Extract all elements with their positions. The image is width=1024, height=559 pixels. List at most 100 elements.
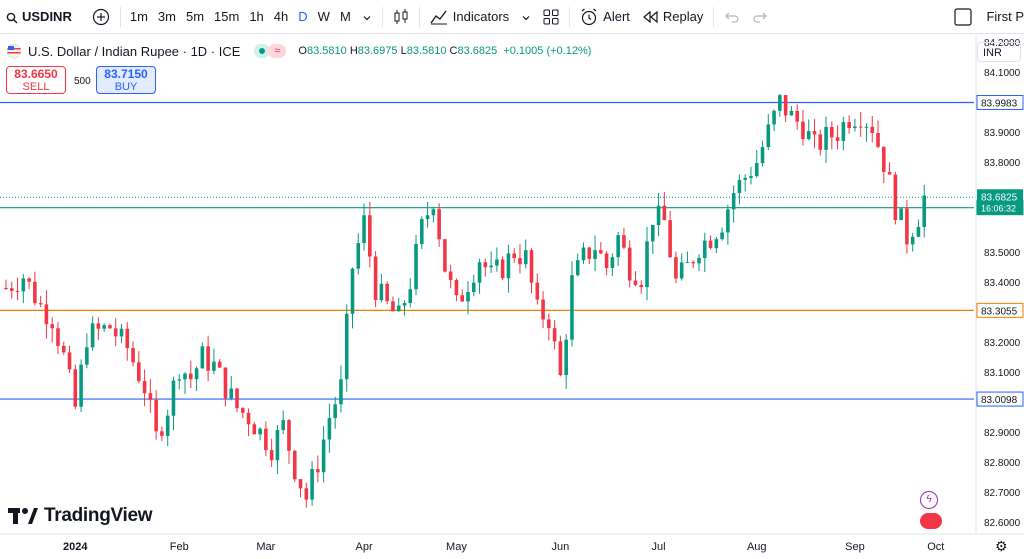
time-tick-label: Sep xyxy=(845,541,865,553)
candle-body xyxy=(443,239,447,272)
candle-body xyxy=(108,325,112,329)
interval-dropdown[interactable] xyxy=(356,0,378,34)
candle-body xyxy=(754,163,759,177)
time-tick-label: Jun xyxy=(552,541,570,553)
candle-body xyxy=(44,304,49,325)
top-toolbar: USDINR 1m 3m 5m 15m 1h 4h D W M Indicators xyxy=(0,0,1024,34)
sell-button[interactable]: 83.6650 SELL xyxy=(6,66,66,94)
spread-value: 500 xyxy=(74,76,91,87)
time-tick-label: Jul xyxy=(652,541,666,553)
interval-3m[interactable]: 3m xyxy=(157,9,176,24)
indicators-dropdown[interactable] xyxy=(515,0,537,34)
buy-button[interactable]: 83.7150 BUY xyxy=(96,66,156,94)
candle-body xyxy=(616,235,620,258)
time-tick-label: Aug xyxy=(747,541,767,553)
price-tick-label: 83.8000 xyxy=(984,158,1021,169)
candle-body xyxy=(887,171,892,175)
candle-body xyxy=(627,247,632,281)
time-tick-label: May xyxy=(446,541,467,553)
price-tick-label: 84.2000 xyxy=(984,38,1021,49)
interval-D[interactable]: D xyxy=(298,9,308,24)
candle-body xyxy=(287,420,291,451)
series-title[interactable]: U.S. Dollar / Indian Rupee · 1D · ICE xyxy=(28,43,241,59)
candle-body xyxy=(893,174,898,221)
candle-body xyxy=(864,126,869,128)
indicators-button[interactable]: Indicators xyxy=(424,0,515,34)
candle-body xyxy=(685,262,690,264)
candle-body xyxy=(38,303,43,305)
flash-icon[interactable]: ϟ xyxy=(920,491,938,509)
ohlc-values: O83.5810 H83.6975 L83.5810 C83.6825 +0.1… xyxy=(298,45,592,57)
interval-W[interactable]: W xyxy=(317,9,330,24)
candle-body xyxy=(177,379,182,381)
candle-body xyxy=(587,247,592,259)
time-tick-label: Mar xyxy=(256,541,275,553)
candle-body xyxy=(327,418,332,440)
gear-icon[interactable]: ⚙ xyxy=(995,538,1008,554)
candle-body xyxy=(350,268,355,314)
redo-button[interactable] xyxy=(746,0,774,34)
candle-body xyxy=(593,250,597,259)
candle-body xyxy=(316,469,320,473)
tradingview-mark-icon xyxy=(8,504,38,527)
candle-body xyxy=(281,420,285,431)
us-flag-icon[interactable] xyxy=(920,513,942,529)
change-value: +0.1005 (+0.12%) xyxy=(503,45,592,57)
price-tick-label: 84.1000 xyxy=(984,68,1021,79)
horizontal-line-label-box xyxy=(976,95,1024,111)
candle-body xyxy=(604,253,609,269)
candle-body xyxy=(870,126,875,134)
chart-grid xyxy=(0,36,1024,535)
candle-body xyxy=(137,362,141,382)
candle-body xyxy=(795,110,799,122)
first-checkbox[interactable]: First P xyxy=(948,0,1024,34)
interval-1m[interactable]: 1m xyxy=(129,9,148,24)
buy-price: 83.7150 xyxy=(104,67,148,81)
candle-body xyxy=(801,121,805,140)
undo-button[interactable] xyxy=(718,0,746,34)
currency-selector[interactable]: INR xyxy=(977,42,1021,62)
horizontal-line-label-box xyxy=(976,302,1024,318)
brand-name: TradingView xyxy=(44,504,153,526)
interval-4h[interactable]: 4h xyxy=(273,9,289,24)
candle-body xyxy=(431,209,436,216)
candle-body xyxy=(50,324,54,329)
candle-body xyxy=(679,262,684,279)
market-status[interactable]: ≈ xyxy=(254,44,287,58)
interval-1h[interactable]: 1h xyxy=(249,9,264,24)
interval-5m[interactable]: 5m xyxy=(185,9,205,24)
candle-body xyxy=(344,313,349,380)
candle-body xyxy=(240,408,245,413)
compare-button[interactable] xyxy=(86,0,116,34)
candle-body xyxy=(691,262,696,264)
candle-body xyxy=(570,275,574,340)
candle-body xyxy=(916,226,921,237)
last-price-label-box xyxy=(977,189,1023,214)
layout-button[interactable] xyxy=(537,0,565,34)
candle-body xyxy=(495,259,499,266)
candle-body xyxy=(73,369,78,407)
candle-body xyxy=(853,126,857,129)
candle-body xyxy=(847,122,851,129)
candle-body xyxy=(835,137,840,141)
candle-body xyxy=(235,388,239,409)
candle-body xyxy=(662,205,667,221)
candle-body xyxy=(292,450,297,480)
replay-button[interactable]: Replay xyxy=(636,0,709,34)
candle-body xyxy=(858,126,863,128)
candle-body xyxy=(726,209,730,233)
candle-body xyxy=(818,134,823,150)
add-symbol-icon xyxy=(92,8,110,26)
candle-body xyxy=(720,232,724,240)
horizontal-lines: 83.998383.647783.305583.009883.682516:06… xyxy=(0,95,1024,407)
interval-M[interactable]: M xyxy=(339,9,351,24)
candle-body xyxy=(558,341,563,376)
alert-button[interactable]: Alert xyxy=(574,0,636,34)
symbol-search[interactable]: USDINR xyxy=(0,0,78,34)
candle-body xyxy=(639,284,644,288)
candle-body xyxy=(264,428,268,451)
chart-type-button[interactable] xyxy=(387,0,415,34)
interval-15m[interactable]: 15m xyxy=(214,9,240,24)
candle-body xyxy=(200,346,205,369)
